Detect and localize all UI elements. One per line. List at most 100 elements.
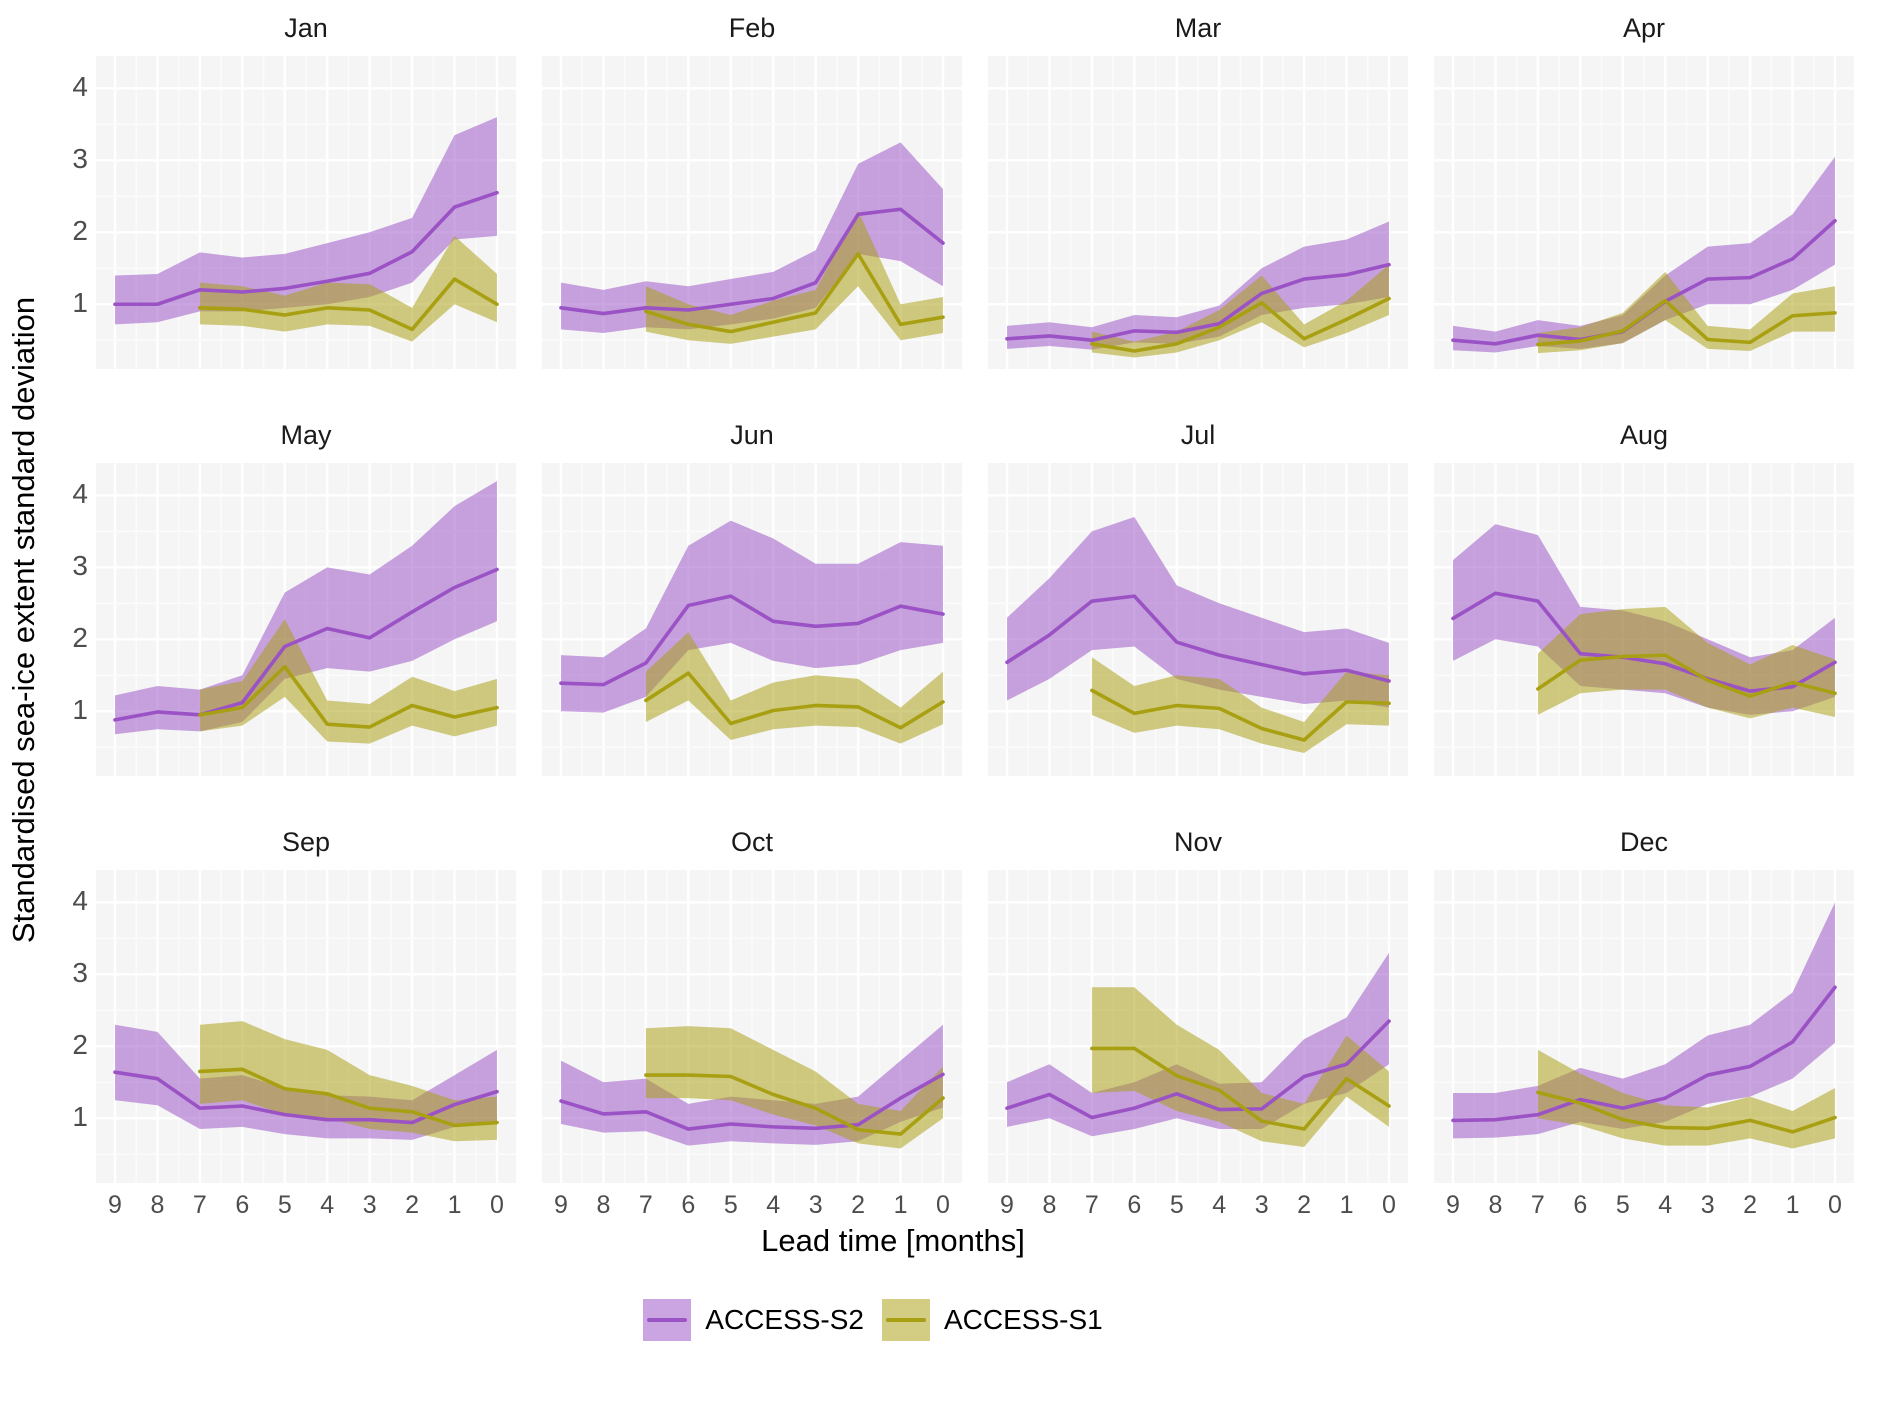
y-tick-label: 2	[72, 215, 88, 247]
x-tick-label: 8	[1042, 1191, 1057, 1219]
facet-title: Jun	[730, 420, 774, 450]
facet-jan: Jan	[96, 12, 516, 369]
legend-label-access-s2: ACCESS-S2	[705, 1304, 864, 1335]
facet-row-2: May Jun Jul Aug 4 3 2 1	[52, 419, 1854, 776]
facet-panel-mar	[988, 56, 1408, 369]
x-tick-label: 5	[723, 1191, 738, 1219]
facet-title: Feb	[728, 13, 776, 43]
facet-title: Mar	[1174, 13, 1222, 43]
legend-item-access-s2: ACCESS-S2	[643, 1299, 864, 1341]
y-tick-label: 3	[72, 957, 88, 989]
x-tick-label: 2	[851, 1191, 866, 1219]
x-tick-label: 6	[1127, 1191, 1142, 1219]
facet-panel-sep	[96, 870, 516, 1183]
facet-title: May	[280, 420, 332, 450]
y-tick-label: 1	[72, 694, 88, 726]
x-tick-label: 9	[554, 1191, 568, 1219]
x-tick-label: 6	[681, 1191, 696, 1219]
facet-title: Apr	[1622, 13, 1666, 43]
x-tick-label: 3	[362, 1191, 377, 1219]
facet-title: Jul	[1180, 420, 1216, 450]
facet-row-1: Jan Feb Mar Apr 4 3 2 1	[52, 12, 1854, 369]
y-tick-label: 4	[72, 478, 88, 510]
x-tick-label: 0	[490, 1191, 504, 1219]
facet-title: Jan	[284, 13, 328, 43]
facet-title: Aug	[1619, 420, 1669, 450]
x-tick-label: 7	[638, 1191, 653, 1219]
facet-title: Oct	[730, 827, 773, 857]
x-tick-label: 4	[766, 1191, 781, 1219]
x-tick-label: 2	[1743, 1191, 1758, 1219]
legend-swatch-access-s2	[643, 1299, 692, 1341]
y-axis-title-text: Standardised sea-ice extent standard dev…	[6, 296, 41, 944]
facet-panel-jan	[96, 56, 516, 369]
facet-jun: Jun	[542, 419, 962, 776]
y-tick-label: 2	[72, 1029, 88, 1061]
y-tick-label: 2	[72, 622, 88, 654]
x-tick-label: 8	[1488, 1191, 1503, 1219]
x-tick-label: 3	[1254, 1191, 1269, 1219]
x-tick-label: 0	[1828, 1191, 1842, 1219]
x-tick-label: 5	[1615, 1191, 1630, 1219]
facet-panel-feb	[542, 56, 962, 369]
x-tick-label: 2	[1297, 1191, 1312, 1219]
x-tick-label: 1	[447, 1191, 462, 1219]
legend-key-line-access-s1	[886, 1318, 926, 1322]
y-tick-label: 3	[72, 143, 88, 175]
y-tick-label: 4	[72, 71, 88, 103]
x-tick-label: 2	[405, 1191, 420, 1219]
x-tick-label: 1	[893, 1191, 908, 1219]
y-tick-label: 4	[72, 885, 88, 917]
x-tick-label: 6	[235, 1191, 250, 1219]
x-tick-label: 9	[1446, 1191, 1460, 1219]
x-tick-label: 8	[596, 1191, 611, 1219]
x-tick-label: 5	[1169, 1191, 1184, 1219]
x-tick-label: 9	[1000, 1191, 1014, 1219]
facet-panel-oct	[542, 870, 962, 1183]
x-tick-label: 4	[1212, 1191, 1227, 1219]
facet-title: Nov	[1173, 827, 1222, 857]
facet-panel-may	[96, 463, 516, 776]
legend: ACCESS-S2 ACCESS-S1	[0, 1299, 1854, 1341]
legend-key-line-access-s2	[647, 1318, 688, 1322]
legend-swatch-access-s1	[882, 1299, 930, 1341]
x-tick-label: 3	[808, 1191, 823, 1219]
facet-panel-jun	[542, 463, 962, 776]
facet-aug: Aug	[1434, 419, 1854, 776]
y-tick-label: 3	[72, 550, 88, 582]
x-tick-label: 7	[192, 1191, 207, 1219]
x-tick-label: 7	[1084, 1191, 1099, 1219]
facet-mar: Mar	[988, 12, 1408, 369]
facet-feb: Feb	[542, 12, 962, 369]
x-tick-label: 0	[1382, 1191, 1396, 1219]
x-axis-title: Lead time [months]	[761, 1223, 1025, 1258]
y-tick-label: 1	[72, 1101, 88, 1133]
y-tick-label: 1	[72, 287, 88, 319]
facet-jul: Jul	[988, 419, 1408, 776]
x-tick-label: 7	[1530, 1191, 1545, 1219]
x-tick-label: 4	[1658, 1191, 1673, 1219]
x-tick-label: 6	[1573, 1191, 1588, 1219]
facet-title: Dec	[1619, 827, 1668, 857]
facet-panel-jul	[988, 463, 1408, 776]
facet-apr: Apr	[1434, 12, 1854, 369]
y-axis-title: Standardised sea-ice extent standard dev…	[0, 0, 50, 1240]
x-tick-label: 9	[108, 1191, 122, 1219]
facet-may: May	[96, 419, 516, 776]
facet-panel-aug	[1434, 463, 1854, 776]
x-tick-label: 8	[150, 1191, 165, 1219]
x-tick-label: 1	[1785, 1191, 1800, 1219]
facet-panel-nov	[988, 870, 1408, 1183]
legend-item-access-s1: ACCESS-S1	[882, 1299, 1103, 1341]
x-tick-label: 0	[936, 1191, 950, 1219]
